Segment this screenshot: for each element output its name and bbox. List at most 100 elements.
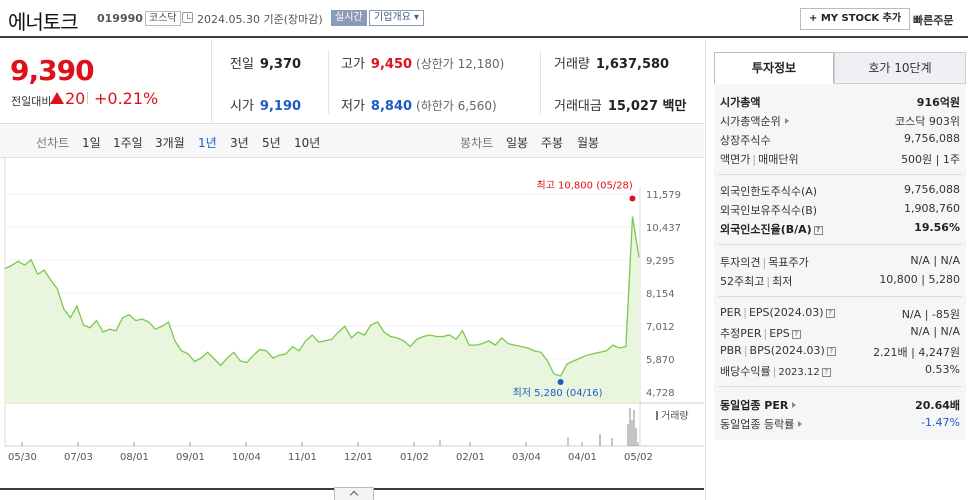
y-tick-label: 10,437	[646, 223, 681, 234]
arrow-right-icon[interactable]	[792, 402, 797, 408]
tab-hoga[interactable]: 호가 10단계	[834, 52, 966, 84]
x-tick-label: 05/30	[8, 452, 37, 463]
x-tick-label: 08/01	[120, 452, 149, 463]
per-row: PER | EPS(2024.03)? N/A | -85원	[720, 306, 960, 321]
arrow-right-icon[interactable]	[784, 118, 789, 124]
trade-amount: 거래대금 15,027 백만	[554, 95, 686, 114]
foreign-limit-label: 외국인한도주식수(A)	[720, 185, 818, 198]
face-label: 액면가	[720, 153, 751, 166]
cap-rank-row: 시가총액순위 코스닥 903위	[720, 113, 960, 131]
week52-value: 10,800 | 5,280	[879, 273, 960, 286]
sector-per-label: 동일업종 PER	[720, 399, 789, 412]
per-eps-value: N/A | -85원	[901, 308, 960, 321]
y-tick-label: 9,295	[646, 256, 675, 267]
x-tick-label: 07/03	[64, 452, 93, 463]
help-icon[interactable]: ?	[825, 309, 835, 318]
help-icon[interactable]: ?	[826, 347, 836, 356]
info-tabs: 투자정보 호가 10단계	[714, 52, 966, 84]
current-price-box: 9,390 전일대비 20 +0.21%	[0, 40, 212, 124]
period-10y[interactable]: 10년	[294, 136, 321, 150]
week52-high-label: 52주최고	[720, 275, 765, 288]
per-label: PER	[720, 306, 742, 319]
candle-daily[interactable]: 일봉	[506, 136, 529, 150]
est-per-eps-value: N/A | N/A	[910, 325, 960, 338]
upper-limit: (상한가 12,180)	[416, 57, 505, 71]
candle-weekly[interactable]: 주봉	[541, 136, 564, 150]
est-per-label: 추정PER	[720, 327, 762, 340]
help-icon[interactable]: ?	[813, 226, 823, 235]
realtime-button[interactable]: 실시간	[331, 10, 367, 26]
y-tick-label: 5,870	[646, 355, 675, 366]
eps-label: EPS(2024.03)	[748, 306, 824, 319]
market-cap-label: 시가총액	[720, 96, 761, 109]
invest-info-panel: 투자정보 호가 10단계 시가총액 916억원 시가총액순위 코스닥 903위 …	[705, 40, 968, 500]
open-value: 9,190	[259, 99, 302, 114]
shares-row: 상장주식수 9,756,088	[720, 132, 960, 150]
x-tick-label: 11/01	[288, 452, 317, 463]
price-chart[interactable]: 11,579 10,437 9,295 8,154 7,012 5,870 4,728 05/…	[0, 158, 704, 500]
market-cap-value: 916억원	[916, 96, 960, 109]
prev-close: 전일 9,370	[230, 53, 301, 72]
min-label: 최저 5,280 (04/16)	[513, 387, 603, 399]
period-5y[interactable]: 5년	[262, 136, 281, 150]
candle-monthly[interactable]: 월봉	[577, 136, 600, 150]
help-icon[interactable]: ?	[791, 330, 801, 339]
period-selector: 선차트 1일 1주일 3개월 1년 3년 5년 10년 봉차트 일봉 주봉 월봉	[0, 125, 704, 158]
y-tick-label: 7,012	[646, 322, 675, 333]
sector-rate-label: 동일업종 등락률	[720, 418, 795, 431]
high-price: 고가 9,450 (상한가 12,180)	[341, 53, 504, 72]
foreign-ratio-value: 19.56%	[914, 221, 960, 234]
x-tick-label: 01/02	[400, 452, 429, 463]
bps-label: BPS(2024.03)	[749, 344, 825, 357]
sector-rate-value: -1.47%	[921, 416, 960, 429]
price-chart-svg: 11,579 10,437 9,295 8,154 7,012 5,870 4,728 05/…	[0, 158, 704, 490]
change-amount: 20	[65, 89, 86, 108]
period-3y[interactable]: 3년	[230, 136, 249, 150]
target-label: 목표주가	[768, 256, 809, 269]
period-3m[interactable]: 3개월	[155, 136, 185, 150]
quick-order-button[interactable]: 빠른주문	[913, 14, 954, 27]
collapse-chart-button[interactable]	[334, 487, 374, 500]
change-label: 전일대비	[11, 95, 52, 108]
divider	[718, 174, 962, 175]
period-1y[interactable]: 1년	[198, 136, 217, 150]
divider	[328, 50, 329, 114]
cap-rank-label: 시가총액순위	[720, 115, 781, 128]
x-tick-label: 12/01	[344, 452, 373, 463]
y-tick-label: 4,728	[646, 388, 675, 399]
open-label: 시가	[230, 99, 254, 114]
y-tick-label: 11,579	[646, 190, 681, 201]
line-chart-label: 선차트	[36, 136, 70, 150]
period-1w[interactable]: 1주일	[113, 136, 143, 150]
current-price: 9,390	[10, 54, 95, 87]
divider	[87, 92, 88, 104]
foreign-limit-value: 9,756,088	[904, 183, 960, 196]
base-date: 2024.05.30 기준(장마감)	[197, 13, 323, 26]
company-overview-button[interactable]: 기업개요 ▾	[369, 10, 424, 26]
pbr-label: PBR	[720, 344, 742, 357]
week52-row: 52주최고 | 최저 10,800 | 5,280	[720, 273, 960, 288]
cap-rank-value: 코스닥 903위	[895, 115, 960, 128]
tab-invest-info[interactable]: 투자정보	[714, 52, 834, 84]
period-1d[interactable]: 1일	[82, 136, 101, 150]
lower-limit: (하한가 6,560)	[416, 99, 497, 113]
sector-per-value: 20.64배	[915, 399, 960, 412]
shares-label: 상장주식수	[720, 134, 771, 147]
divider	[718, 296, 962, 297]
arrow-right-icon[interactable]	[798, 421, 803, 427]
help-icon[interactable]: ?	[821, 368, 831, 377]
foreign-ratio-row: 외국인소진율(B/A)? 19.56%	[720, 221, 960, 239]
open-price: 시가 9,190	[230, 95, 301, 114]
max-label: 최고 10,800 (05/28)	[536, 180, 632, 192]
x-tick-label: 03/04	[512, 452, 541, 463]
dividend-label: 배당수익률	[720, 365, 771, 378]
x-tick-label: 05/02	[624, 452, 653, 463]
low-price: 저가 8,840 (하한가 6,560)	[341, 95, 497, 114]
add-my-stock-button[interactable]: + MY STOCK 추가	[800, 8, 911, 30]
max-point-marker	[629, 195, 636, 202]
foreign-hold-value: 1,908,760	[904, 202, 960, 215]
low-label: 저가	[341, 99, 365, 114]
price-area	[5, 216, 639, 403]
unit-label: 매매단위	[758, 153, 799, 166]
trade-amount-value: 15,027 백만	[607, 99, 687, 114]
